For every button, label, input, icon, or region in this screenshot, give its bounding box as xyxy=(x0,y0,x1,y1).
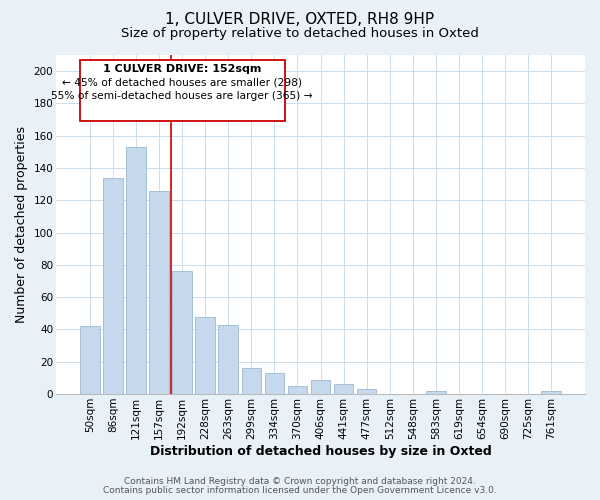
Bar xyxy=(541,391,561,394)
Bar xyxy=(103,178,123,394)
Bar xyxy=(242,368,261,394)
Bar xyxy=(311,380,331,394)
Text: 1, CULVER DRIVE, OXTED, RH8 9HP: 1, CULVER DRIVE, OXTED, RH8 9HP xyxy=(166,12,434,28)
Text: Contains public sector information licensed under the Open Government Licence v3: Contains public sector information licen… xyxy=(103,486,497,495)
Text: Size of property relative to detached houses in Oxted: Size of property relative to detached ho… xyxy=(121,28,479,40)
Text: 55% of semi-detached houses are larger (365) →: 55% of semi-detached houses are larger (… xyxy=(52,92,313,102)
Bar xyxy=(334,384,353,394)
Bar xyxy=(265,373,284,394)
Bar xyxy=(172,272,192,394)
Bar xyxy=(196,316,215,394)
FancyBboxPatch shape xyxy=(80,60,285,121)
Bar xyxy=(149,190,169,394)
Bar xyxy=(218,324,238,394)
X-axis label: Distribution of detached houses by size in Oxted: Distribution of detached houses by size … xyxy=(149,444,491,458)
Text: 1 CULVER DRIVE: 152sqm: 1 CULVER DRIVE: 152sqm xyxy=(103,64,262,74)
Bar xyxy=(287,386,307,394)
Bar xyxy=(126,147,146,394)
Y-axis label: Number of detached properties: Number of detached properties xyxy=(15,126,28,323)
Text: Contains HM Land Registry data © Crown copyright and database right 2024.: Contains HM Land Registry data © Crown c… xyxy=(124,477,476,486)
Bar xyxy=(426,391,446,394)
Bar xyxy=(357,389,376,394)
Bar xyxy=(80,326,100,394)
Text: ← 45% of detached houses are smaller (298): ← 45% of detached houses are smaller (29… xyxy=(62,78,302,88)
